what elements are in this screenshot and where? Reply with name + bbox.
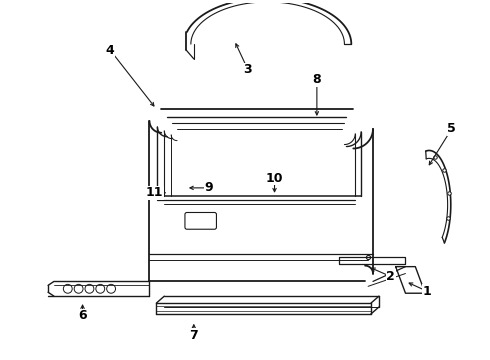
Text: 4: 4 <box>106 44 115 57</box>
Text: 1: 1 <box>423 285 432 298</box>
Text: 8: 8 <box>313 73 321 86</box>
Text: 3: 3 <box>244 63 252 76</box>
Text: 6: 6 <box>78 309 87 322</box>
Text: 5: 5 <box>447 122 456 135</box>
Text: 9: 9 <box>204 181 213 194</box>
Text: 2: 2 <box>386 270 395 283</box>
Text: 11: 11 <box>146 186 163 199</box>
Text: 7: 7 <box>190 329 198 342</box>
Text: 10: 10 <box>266 171 283 185</box>
